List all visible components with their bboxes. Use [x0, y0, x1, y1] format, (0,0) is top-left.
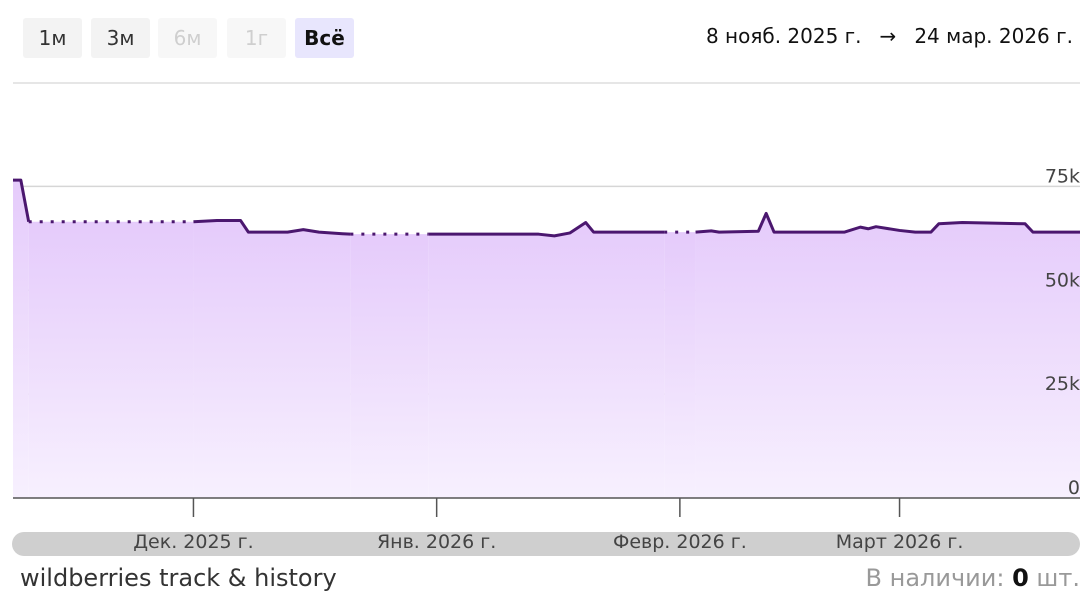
line	[428, 221, 665, 238]
scrollbar[interactable]	[12, 532, 1080, 556]
y-tick-label: 75k	[1045, 165, 1080, 187]
area	[428, 222, 665, 498]
stock-unit: шт.	[1036, 564, 1080, 592]
range-button[interactable]: 1м	[23, 18, 82, 58]
range-button: 6м	[158, 18, 217, 58]
x-tick-label: Март 2026 г.	[836, 531, 964, 553]
line	[695, 211, 1080, 234]
stock: В наличии: 0 шт.	[866, 564, 1080, 592]
x-tick-label: Февр. 2026 г.	[613, 531, 747, 553]
line	[193, 218, 351, 236]
area	[13, 180, 29, 498]
range-button[interactable]: Всё	[295, 18, 354, 58]
range-button: 1г	[227, 18, 286, 58]
stock-count: 0	[1012, 564, 1029, 592]
line	[13, 178, 31, 222]
x-tick-label: Янв. 2026 г.	[377, 531, 496, 553]
y-tick-label: 0	[1068, 477, 1080, 499]
area	[695, 213, 1080, 498]
date-range: 8 нояб. 2025 г. → 24 мар. 2026 г.	[698, 24, 1073, 48]
range-button[interactable]: 3м	[91, 18, 150, 58]
y-tick-label: 25k	[1045, 373, 1080, 395]
brand: wildberries track & history	[20, 564, 337, 592]
area	[193, 220, 351, 499]
stock-label: В наличии:	[865, 564, 1005, 592]
arrow: →	[879, 24, 897, 48]
date-to: 24 мар. 2026 г.	[914, 24, 1073, 48]
gap-fill	[664, 232, 696, 498]
x-tick-label: Дек. 2025 г.	[133, 531, 254, 553]
y-tick-label: 50k	[1045, 269, 1080, 291]
date-from: 8 нояб. 2025 г.	[705, 24, 862, 48]
gap-fill	[350, 234, 429, 498]
gap-fill	[28, 221, 194, 498]
